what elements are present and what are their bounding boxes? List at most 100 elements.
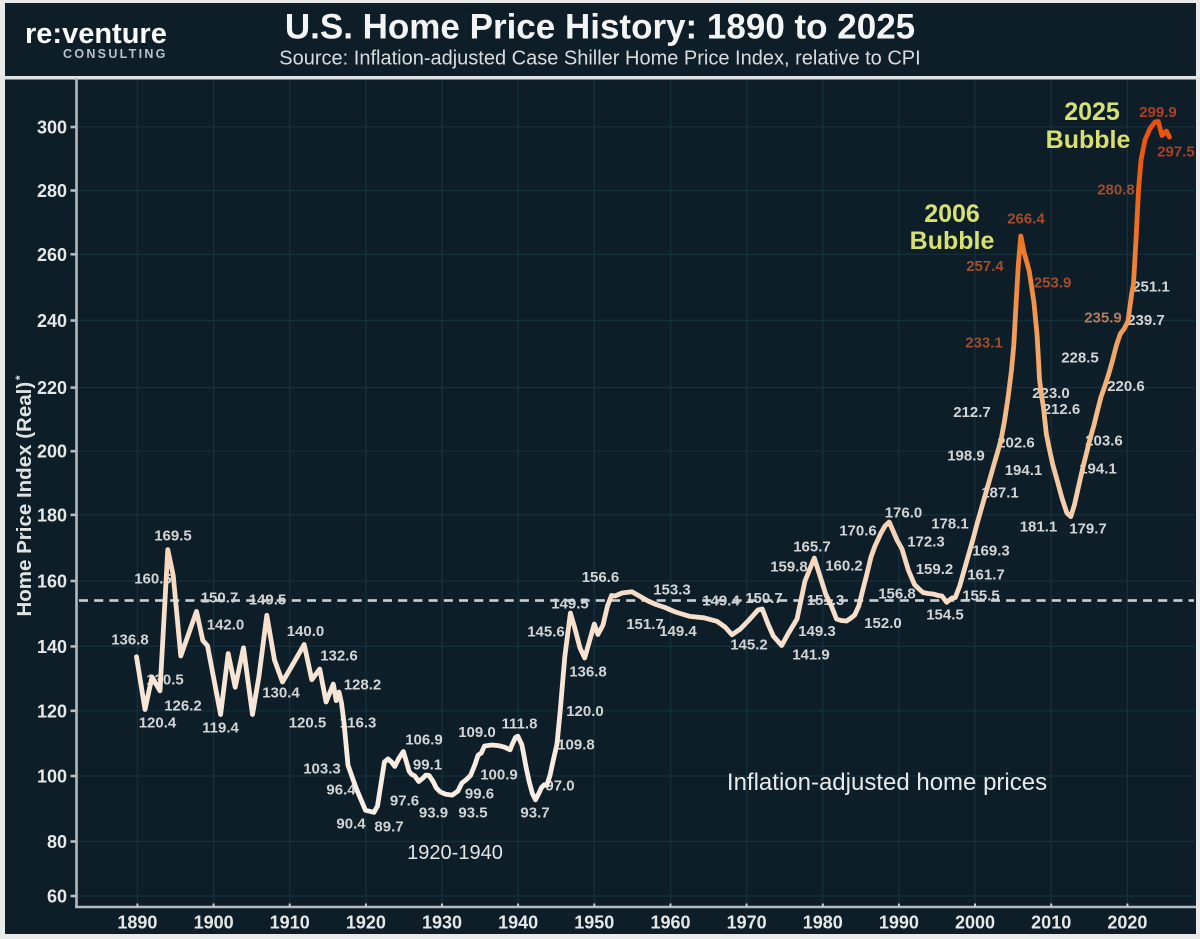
svg-text:149.4: 149.4: [659, 623, 697, 640]
svg-text:145.2: 145.2: [730, 637, 768, 654]
svg-text:1920-1940: 1920-1940: [407, 842, 503, 864]
svg-text:239.7: 239.7: [1127, 312, 1165, 329]
svg-text:130.4: 130.4: [262, 685, 300, 702]
svg-text:90.4: 90.4: [336, 816, 366, 833]
svg-text:141.9: 141.9: [792, 647, 830, 664]
svg-text:202.6: 202.6: [997, 435, 1035, 452]
svg-text:99.1: 99.1: [413, 757, 442, 774]
svg-text:140.0: 140.0: [287, 623, 325, 640]
svg-text:99.6: 99.6: [465, 786, 494, 803]
svg-text:198.9: 198.9: [947, 448, 985, 465]
svg-text:187.1: 187.1: [981, 485, 1019, 502]
svg-text:156.6: 156.6: [582, 569, 620, 586]
svg-text:297.5: 297.5: [1157, 144, 1195, 161]
svg-text:176.0: 176.0: [885, 505, 923, 522]
svg-text:145.6: 145.6: [527, 624, 565, 641]
svg-text:100.9: 100.9: [480, 767, 518, 784]
svg-text:154.5: 154.5: [926, 607, 964, 624]
svg-text:120.5: 120.5: [289, 715, 327, 732]
svg-text:126.2: 126.2: [164, 698, 202, 715]
svg-text:212.7: 212.7: [953, 404, 991, 421]
svg-text:280: 280: [37, 181, 67, 201]
svg-text:165.7: 165.7: [793, 539, 831, 556]
svg-text:1900: 1900: [194, 913, 234, 933]
svg-text:150.7: 150.7: [201, 590, 239, 607]
svg-text:111.8: 111.8: [502, 716, 538, 733]
svg-text:132.6: 132.6: [320, 648, 358, 665]
svg-text:100: 100: [37, 767, 67, 787]
svg-text:150.7: 150.7: [745, 590, 783, 607]
svg-text:96.4: 96.4: [326, 782, 356, 799]
svg-text:253.9: 253.9: [1034, 275, 1072, 292]
svg-text:2025: 2025: [1064, 98, 1120, 126]
svg-text:299.9: 299.9: [1139, 104, 1177, 121]
svg-text:Source: Inflation-adjusted Cas: Source: Inflation-adjusted Case Shiller …: [279, 48, 920, 70]
svg-text:1980: 1980: [803, 913, 843, 933]
svg-text:93.9: 93.9: [419, 805, 448, 822]
svg-text:103.3: 103.3: [303, 761, 341, 778]
svg-text:280.8: 280.8: [1097, 182, 1135, 199]
svg-text:220.6: 220.6: [1107, 378, 1145, 395]
svg-text:116.3: 116.3: [340, 715, 377, 732]
svg-text:109.0: 109.0: [458, 724, 496, 741]
svg-text:1910: 1910: [270, 913, 310, 933]
svg-text:200: 200: [37, 442, 67, 462]
svg-text:80: 80: [47, 832, 67, 852]
svg-text:Bubble: Bubble: [1046, 126, 1131, 154]
svg-text:1920: 1920: [346, 913, 386, 933]
svg-text:106.9: 106.9: [405, 732, 443, 749]
svg-text:179.7: 179.7: [1069, 521, 1107, 538]
svg-text:257.4: 257.4: [966, 258, 1004, 275]
svg-text:60: 60: [47, 887, 67, 907]
svg-text:Home Price Index (Real) *: Home Price Index (Real) *: [13, 375, 36, 616]
svg-text:155.5: 155.5: [962, 588, 1000, 605]
svg-text:Inflation-adjusted home prices: Inflation-adjusted home prices: [727, 769, 1047, 796]
svg-text:169.5: 169.5: [154, 528, 192, 545]
svg-text:251.1: 251.1: [1132, 279, 1170, 296]
svg-text:U.S. Home Price History: 1890: U.S. Home Price History: 1890 to 2025: [285, 8, 915, 47]
svg-text:156.8: 156.8: [878, 586, 916, 603]
svg-text:266.4: 266.4: [1007, 211, 1045, 228]
svg-text:181.1: 181.1: [1020, 519, 1058, 536]
svg-text:120.4: 120.4: [139, 715, 177, 732]
svg-text:142.0: 142.0: [207, 617, 245, 634]
svg-text:160.6: 160.6: [134, 571, 172, 588]
svg-text:2006: 2006: [924, 200, 980, 228]
svg-text:109.8: 109.8: [557, 737, 595, 754]
svg-text:220: 220: [37, 378, 67, 398]
svg-text:223.0: 223.0: [1032, 385, 1070, 402]
svg-text:235.9: 235.9: [1084, 310, 1122, 327]
svg-text:93.7: 93.7: [520, 805, 549, 822]
svg-text:159.2: 159.2: [916, 561, 954, 578]
svg-text:159.8: 159.8: [770, 559, 808, 576]
svg-text:CONSULTING: CONSULTING: [63, 47, 168, 61]
svg-text:178.1: 178.1: [931, 516, 969, 533]
svg-text:170.6: 170.6: [839, 523, 877, 540]
svg-text:300: 300: [37, 118, 67, 138]
svg-text:120.0: 120.0: [566, 703, 604, 720]
svg-text:89.7: 89.7: [374, 819, 403, 836]
svg-text:2000: 2000: [955, 913, 995, 933]
svg-text:1930: 1930: [422, 913, 462, 933]
svg-text:136.8: 136.8: [569, 664, 607, 681]
svg-text:160: 160: [37, 572, 67, 592]
svg-text:149.5: 149.5: [551, 596, 589, 613]
svg-text:194.1: 194.1: [1079, 461, 1117, 478]
svg-text:233.1: 233.1: [965, 335, 1003, 352]
svg-text:136.8: 136.8: [111, 632, 149, 649]
svg-text:119.4: 119.4: [202, 720, 239, 737]
svg-text:128.2: 128.2: [344, 677, 382, 694]
svg-text:260: 260: [37, 245, 67, 265]
svg-text:172.3: 172.3: [907, 534, 945, 551]
svg-text:153.3: 153.3: [653, 582, 691, 599]
svg-text:194.1: 194.1: [1005, 462, 1043, 479]
svg-text:203.6: 203.6: [1085, 433, 1123, 450]
svg-text:151.7: 151.7: [626, 616, 664, 633]
svg-text:161.7: 161.7: [967, 567, 1005, 584]
svg-text:169.3: 169.3: [972, 543, 1010, 560]
svg-text:2010: 2010: [1031, 913, 1071, 933]
svg-text:152.0: 152.0: [864, 615, 902, 632]
svg-text:1940: 1940: [498, 913, 538, 933]
svg-text:re:venture: re:venture: [25, 18, 167, 50]
svg-text:1950: 1950: [574, 913, 614, 933]
